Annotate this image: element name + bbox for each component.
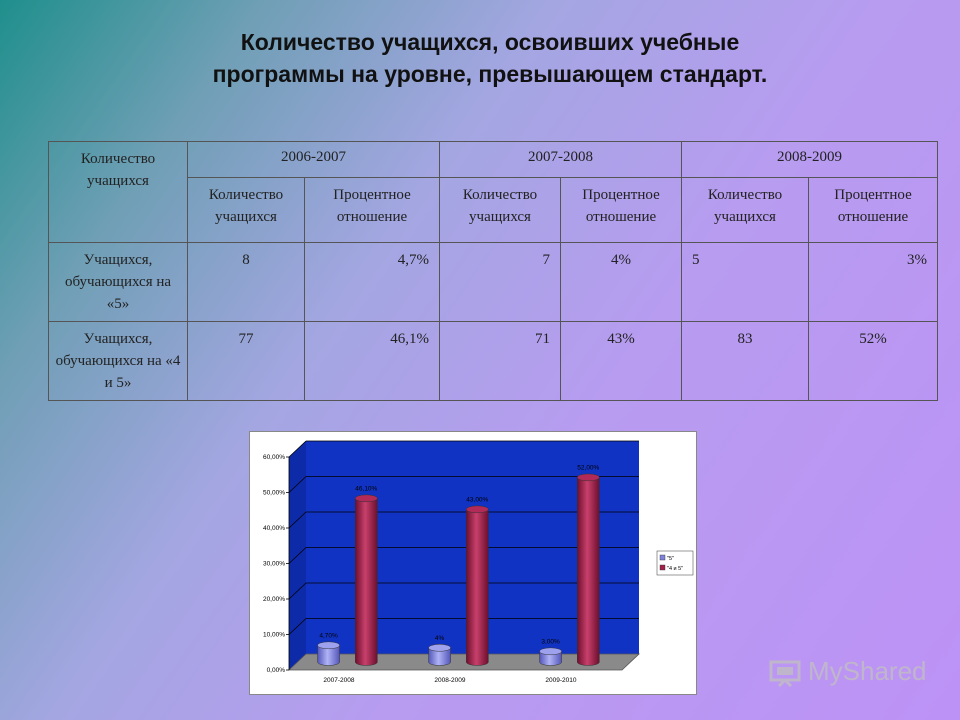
data-label: 52,00%	[577, 464, 599, 471]
table-cell: 7	[439, 242, 561, 322]
column-header: Процентное отношение	[808, 176, 938, 244]
bar-top	[466, 505, 489, 514]
table-subheader-row: Количество учащихся Процентное отношение…	[49, 176, 938, 244]
table-row: Учащихся, обучающихся на «5» 8 4,7% 7 4%…	[48, 242, 938, 322]
table-cell: 52%	[808, 321, 938, 401]
page-title: Количество учащихся, освоивших учебные п…	[0, 26, 960, 90]
bar-top	[577, 473, 600, 482]
y-tick-label: 60,00%	[263, 454, 285, 461]
column-header: Количество учащихся	[187, 176, 305, 244]
gridline	[288, 476, 307, 493]
data-table: Количество учащихся 2006-2007 2007-2008 …	[48, 141, 938, 401]
legend-box	[656, 550, 694, 576]
bar-top	[317, 641, 340, 650]
table-cell: 46,1%	[304, 321, 440, 401]
x-tick-label: 2009-2010	[545, 677, 576, 684]
legend-swatch	[659, 564, 666, 571]
table-cell: 43%	[560, 321, 682, 401]
x-tick-label: 2007-2008	[323, 677, 354, 684]
year-header: 2006-2007	[187, 141, 440, 178]
y-tick-label: 30,00%	[263, 561, 285, 568]
title-line-1: Количество учащихся, освоивших учебные	[240, 29, 740, 55]
table-cell: 8	[187, 242, 305, 322]
column-header: Процентное отношение	[304, 176, 440, 244]
bar	[466, 509, 489, 666]
legend-swatch	[659, 554, 666, 561]
column-header: Количество учащихся	[681, 176, 809, 244]
table-corner-header: Количество учащихся	[48, 141, 188, 243]
legend-label: "5"	[667, 556, 674, 562]
title-line-2: программы на уровне, превышающем стандар…	[212, 61, 768, 87]
bar-top	[428, 644, 451, 652]
gridline	[288, 440, 307, 458]
y-tick-label: 10,00%	[263, 632, 285, 639]
table-row: Учащихся, обучающихся на «4 и 5» 77 46,1…	[48, 321, 938, 401]
table-cell: 3%	[808, 242, 938, 322]
y-tick-label: 0,00%	[267, 667, 286, 674]
gridline	[288, 582, 307, 600]
table-container: Количество учащихся 2006-2007 2007-2008 …	[48, 141, 938, 401]
watermark: MyShared	[768, 656, 927, 687]
row-label: Учащихся, обучающихся на «5»	[48, 242, 188, 322]
y-tick-label: 20,00%	[263, 596, 285, 603]
data-label: 46,10%	[355, 485, 377, 492]
y-tick-label: 50,00%	[263, 490, 285, 497]
bar	[355, 498, 378, 666]
bar	[317, 645, 340, 666]
data-label: 3,00%	[541, 638, 560, 645]
year-header: 2008-2009	[681, 141, 938, 178]
watermark-text: MyShared	[808, 656, 927, 686]
table-cell: 5	[681, 242, 809, 322]
table-cell: 83	[681, 321, 809, 401]
x-tick-label: 2008-2009	[434, 677, 465, 684]
data-label: 4%	[435, 635, 445, 642]
column-header: Количество учащихся	[439, 176, 561, 244]
data-label: 4,70%	[319, 632, 338, 639]
bar	[577, 477, 600, 666]
bar-top	[355, 494, 378, 503]
gridline	[288, 511, 307, 529]
table-cell: 4%	[560, 242, 682, 322]
year-header: 2007-2008	[439, 141, 682, 178]
gridline	[288, 618, 307, 635]
chart-container: 0,00% 10,00% 20,00% 30,00% 40,00% 50,00% 60,00…	[249, 431, 697, 695]
bar	[539, 651, 562, 666]
bar-chart: 0,00% 10,00% 20,00% 30,00% 40,00% 50,00% 60,00…	[263, 440, 694, 684]
table-cell: 71	[439, 321, 561, 401]
gridline	[288, 547, 307, 564]
table-header-row: Количество учащихся 2006-2007 2007-2008 …	[48, 141, 938, 243]
bar-top	[539, 647, 562, 656]
column-header: Процентное отношение	[560, 176, 682, 244]
y-tick-label: 40,00%	[263, 525, 285, 532]
table-cell: 77	[187, 321, 305, 401]
bar	[428, 647, 451, 666]
legend-label: "4 и 5"	[667, 566, 683, 572]
row-label: Учащихся, обучающихся на «4 и 5»	[48, 321, 188, 401]
data-label: 43,00%	[466, 496, 488, 503]
table-cell: 4,7%	[304, 242, 440, 322]
presentation-icon	[769, 660, 801, 687]
